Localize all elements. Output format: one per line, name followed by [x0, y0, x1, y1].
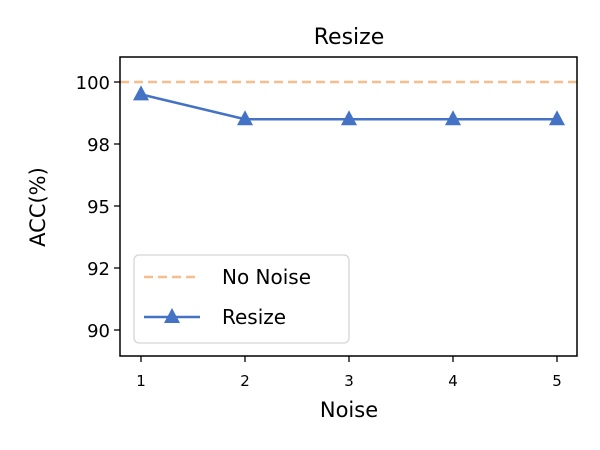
triangle-marker-icon	[341, 110, 357, 126]
x-tick-label: 4	[448, 372, 458, 390]
y-tick-label: 95	[87, 197, 110, 218]
y-tick-label: 92	[87, 259, 110, 280]
triangle-marker-icon	[164, 308, 180, 323]
x-axis: 1 2 3 4 5	[136, 356, 562, 390]
triangle-marker-icon	[133, 85, 149, 101]
triangle-marker-icon	[549, 110, 565, 126]
triangle-marker-icon	[445, 110, 461, 126]
triangle-marker-icon	[237, 110, 253, 126]
y-tick-label: 98	[87, 135, 110, 156]
y-axis: 100 98 95 92 90	[76, 73, 120, 342]
legend-label-resize: Resize	[222, 305, 286, 329]
x-axis-label: Noise	[320, 398, 378, 422]
plot-area	[120, 80, 577, 126]
legend: No Noise Resize	[133, 254, 350, 344]
x-tick-label: 5	[552, 372, 562, 390]
y-tick-label: 90	[87, 321, 110, 342]
x-tick-label: 1	[136, 372, 146, 390]
legend-label-no-noise: No Noise	[222, 265, 311, 289]
x-tick-label: 2	[240, 372, 250, 390]
y-axis-label: ACC(%)	[26, 167, 50, 247]
x-tick-label: 3	[344, 372, 354, 390]
chart-title: Resize	[314, 25, 385, 50]
y-tick-label: 100	[76, 73, 110, 94]
